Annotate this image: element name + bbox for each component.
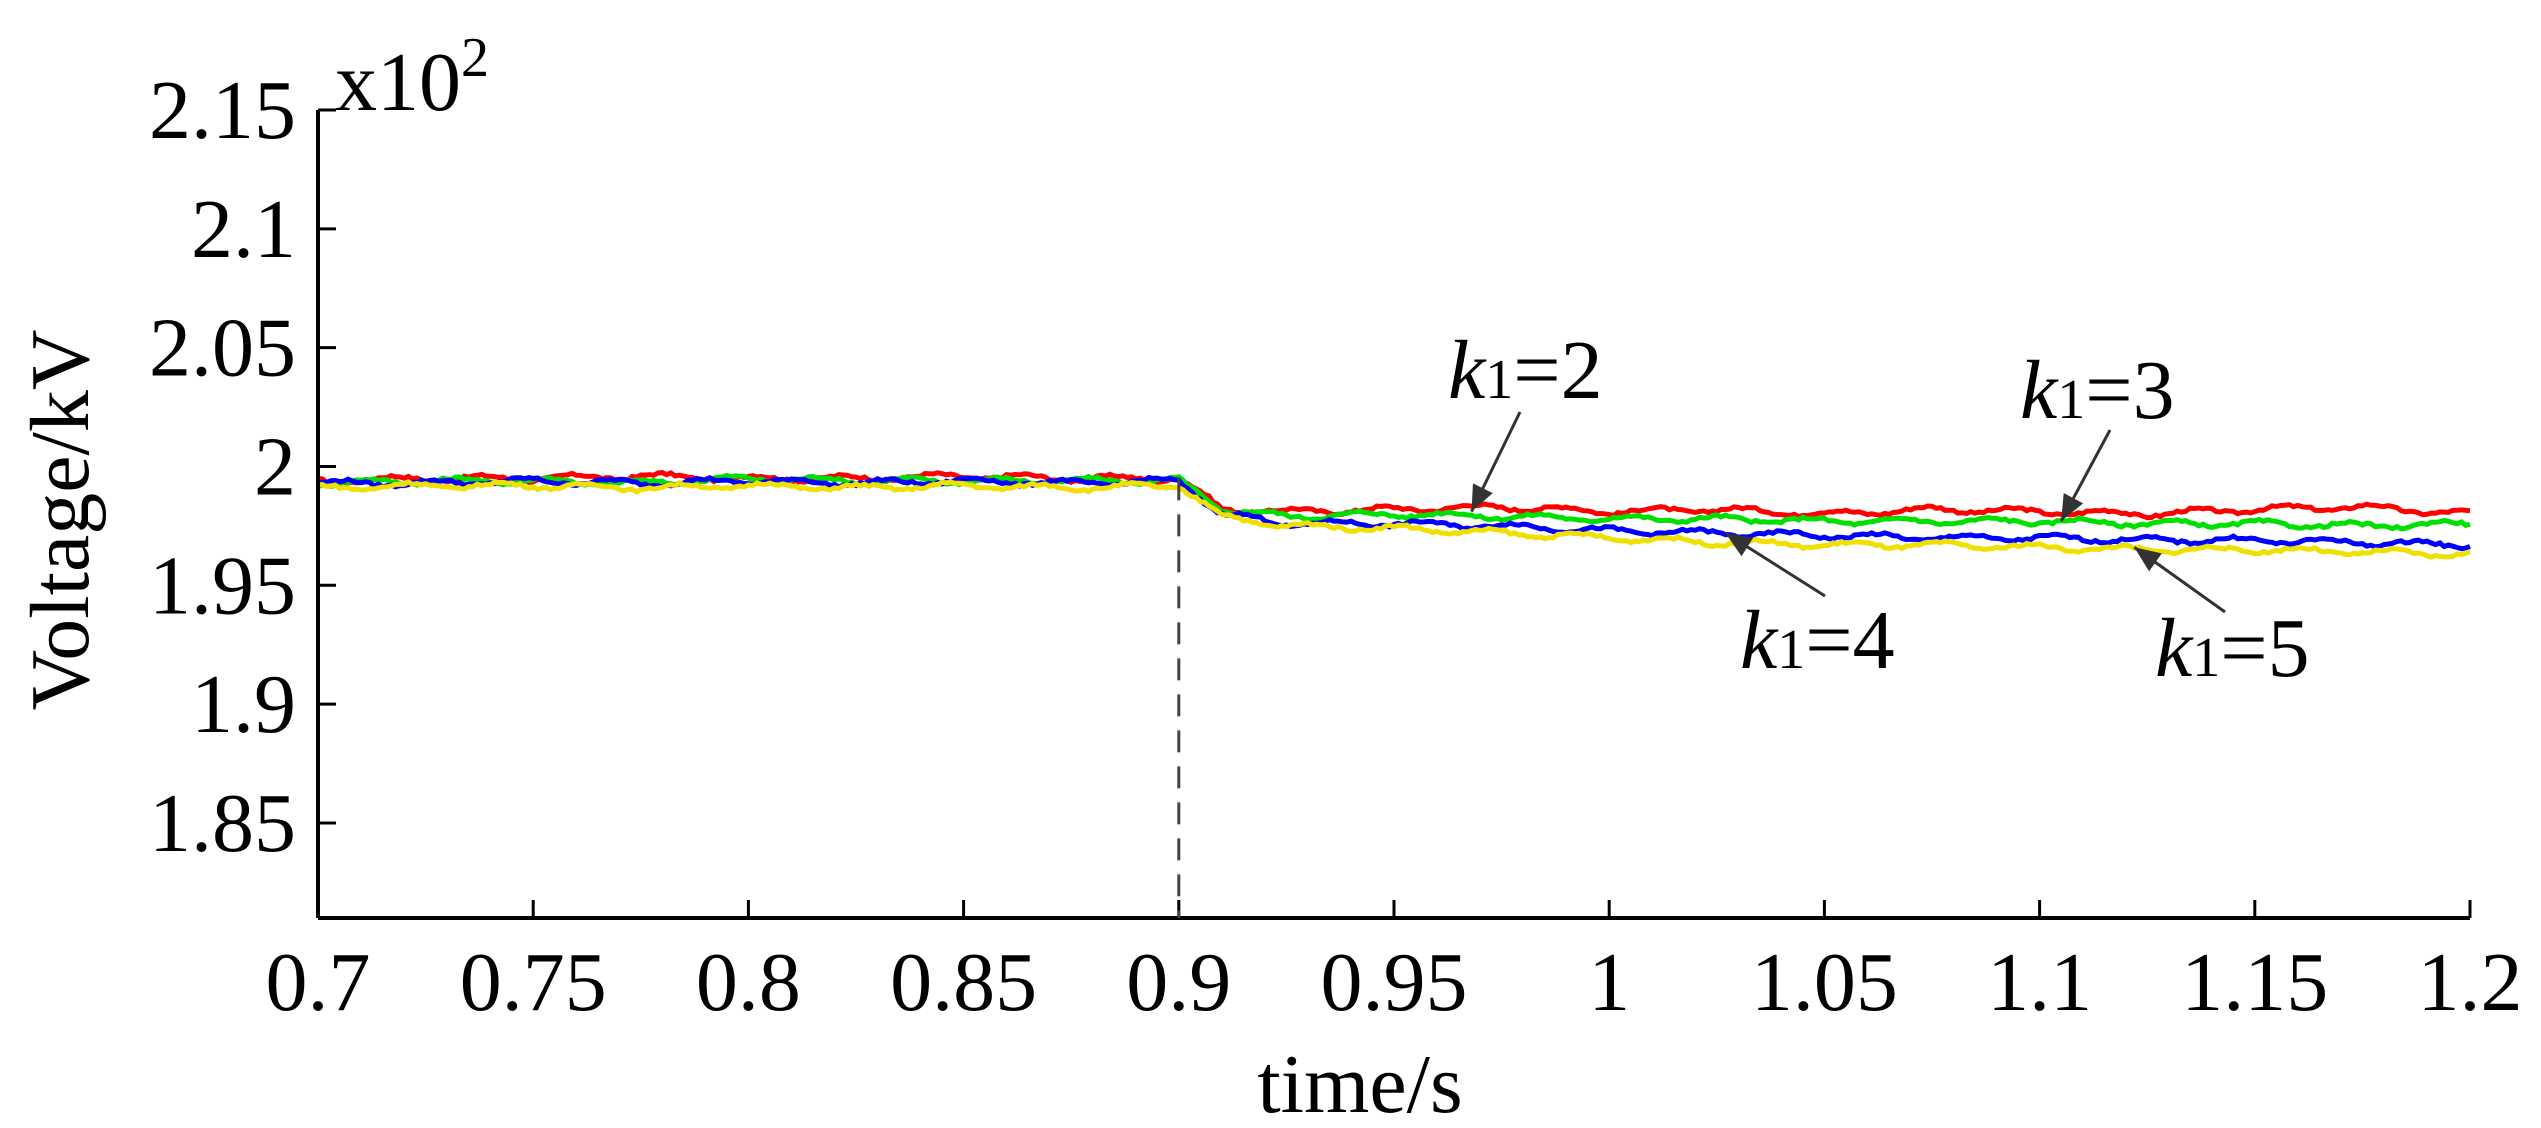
- y-tick-label: 2.05: [149, 302, 296, 395]
- x-tick-label: 1.1: [1987, 936, 2092, 1029]
- x-tick-label: 1.2: [2418, 936, 2523, 1029]
- series-line-k1-2: [317, 470, 2471, 521]
- y-tick-label: 1.95: [149, 539, 296, 632]
- x-axis-label: time/s: [1257, 1038, 1462, 1128]
- axes: 0.7 0.75 0.8 0.85 0.9 0.95 1 1.05 1.1 1.15 1.2 1.85…: [149, 64, 2523, 1029]
- x-tick-label: 0.75: [460, 936, 607, 1029]
- y-tick-label: 1.85: [149, 777, 296, 870]
- series-line-k1-5: [317, 479, 2471, 560]
- x-tick-label: 0.7: [266, 936, 371, 1029]
- x-tick-label: 0.95: [1321, 936, 1468, 1029]
- y-tick-label: 2.1: [191, 183, 296, 276]
- x-tick-label: 0.9: [1126, 936, 1231, 1029]
- y-tick-label: 1.9: [191, 658, 296, 751]
- y-axis-label: Voltage/kV: [14, 329, 107, 710]
- annotation-arrowhead: [2134, 547, 2162, 572]
- annotation-label: k1=5: [2155, 602, 2310, 695]
- series-group: [316, 470, 2471, 560]
- x-tick-label: 1: [1588, 936, 1630, 1029]
- annotation-arrowhead: [1725, 533, 1754, 557]
- y-tick-label: 2.15: [149, 64, 296, 157]
- annotations: k1=2 k1=3 k1=4 k1=5: [1448, 324, 2310, 695]
- x-tick-label: 1.05: [1751, 936, 1898, 1029]
- y-multiplier-exp: 2: [461, 27, 489, 89]
- x-tick-label: 1.15: [2181, 936, 2328, 1029]
- y-tick-label: 2: [254, 420, 296, 513]
- x-tick-label: 0.85: [890, 936, 1037, 1029]
- annotation-arrowhead: [2061, 493, 2084, 522]
- annotation-label: k1=4: [1740, 594, 1895, 687]
- annotation-arrowhead: [1471, 483, 1493, 512]
- x-tick-label: 0.8: [696, 936, 801, 1029]
- y-multiplier-base: x10: [335, 36, 461, 129]
- annotation-label: k1=2: [1448, 324, 1603, 417]
- y-multiplier-label: x102: [335, 27, 489, 129]
- annotation-label: k1=3: [2020, 344, 2175, 437]
